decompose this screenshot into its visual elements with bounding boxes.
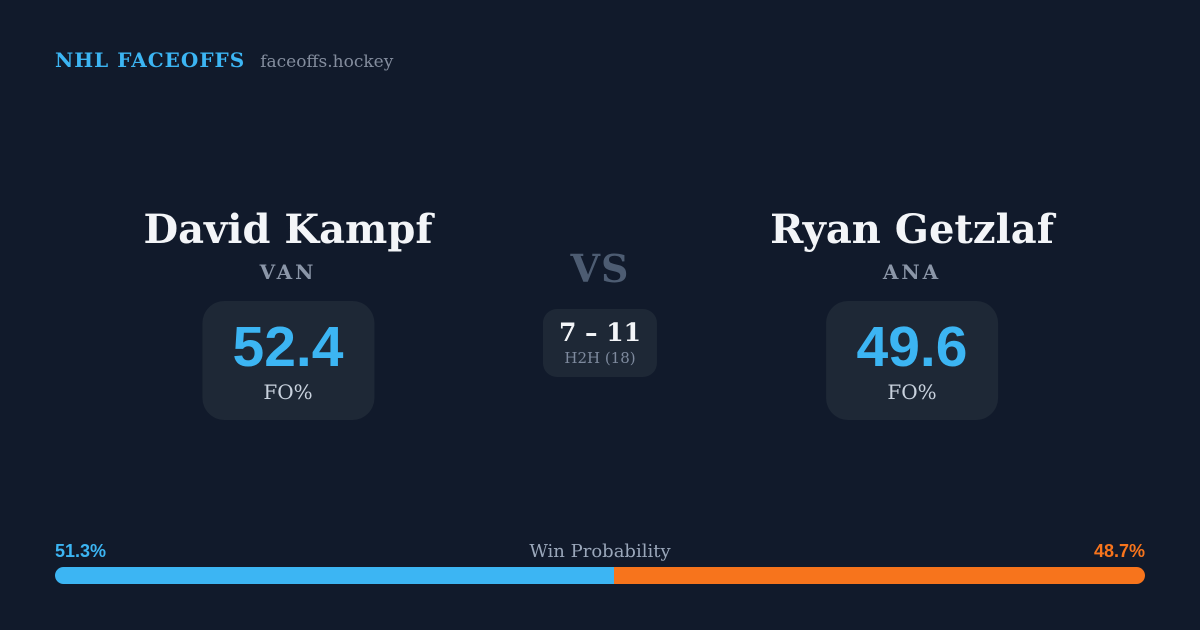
win-probability-right-pct: 48.7% [1093,541,1145,561]
player-left-team: VAN [259,260,317,284]
player-right-stat-label: FO% [887,379,937,404]
site-domain: faceoffs.hockey [260,52,394,72]
player-right-team: ANA [882,260,942,284]
player-left-faceoff-pct: 52.4 [232,314,344,379]
player-left-name: David Kampf [143,206,433,253]
win-probability-section: 51.3% Win Probability 48.7% [55,540,1145,584]
player-left-stat-label: FO% [263,379,313,404]
vs-label: VS [570,246,630,291]
header: NHL FACEOFFS faceoffs.hockey [55,48,393,72]
player-right-name: Ryan Getzlaf [770,206,1054,253]
win-probability-bar-left-segment [55,567,615,584]
win-probability-title: Win Probability [529,541,671,562]
h2h-card: 7 – 11 H2H (18) [542,309,658,377]
h2h-label: H2H (18) [564,349,636,367]
win-probability-labels: 51.3% Win Probability 48.7% [55,540,1145,563]
vs-column: VS 7 – 11 H2H (18) [542,246,658,377]
player-left-stat-card: 52.4 FO% [202,301,374,420]
h2h-record: 7 – 11 [558,318,642,347]
win-probability-bar-right-segment [614,567,1145,584]
win-probability-left-pct: 51.3% [55,541,107,561]
player-right-stat-card: 49.6 FO% [825,301,998,420]
player-right-faceoff-pct: 49.6 [856,314,968,379]
player-right-column: Ryan Getzlaf ANA 49.6 FO% [770,206,1054,420]
win-probability-bar [55,567,1145,584]
brand-title: NHL FACEOFFS [55,48,246,72]
player-left-column: David Kampf VAN 52.4 FO% [143,206,433,420]
